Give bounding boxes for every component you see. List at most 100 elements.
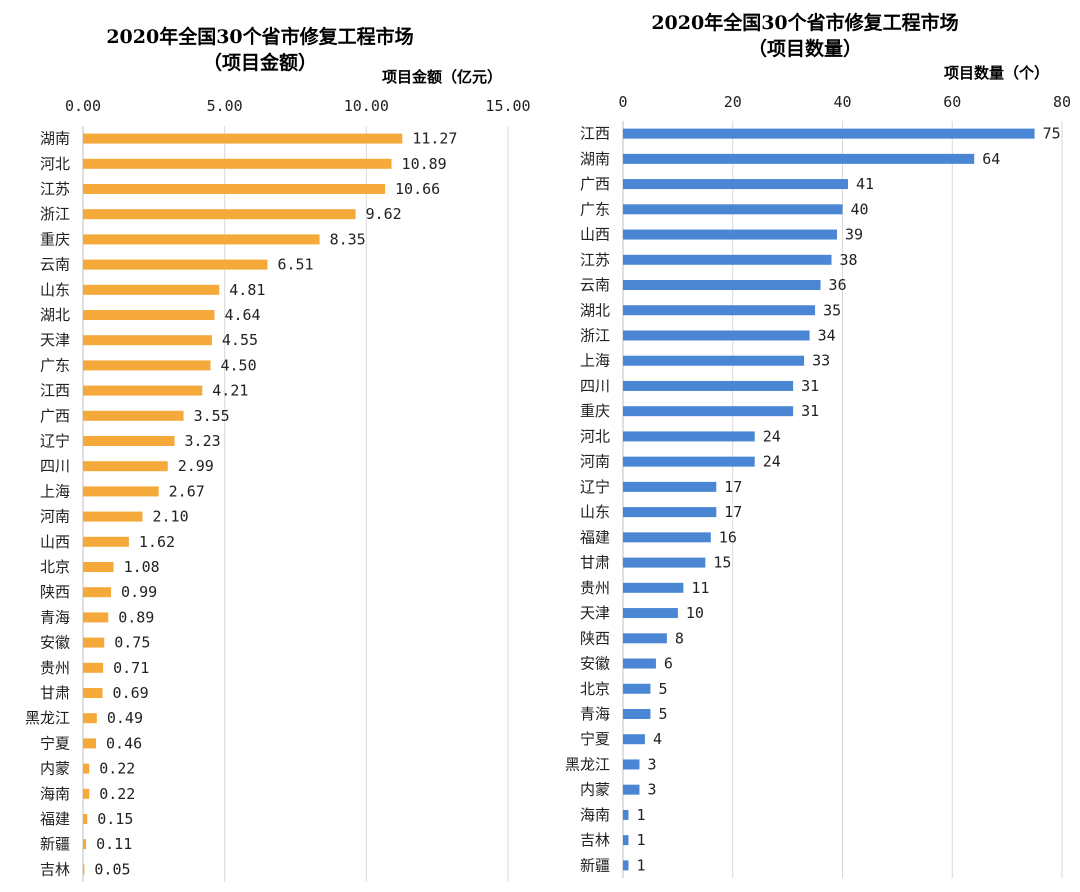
category-label: 安徽	[580, 655, 610, 673]
data-label: 64	[982, 150, 1000, 168]
bar	[83, 511, 143, 522]
bar	[623, 481, 717, 492]
data-label: 0.46	[106, 734, 142, 752]
count-chart-panel: 2020年全国30个省市修复工程市场 （项目数量） 项目数量（个） 0 20 40 6…	[540, 0, 1080, 892]
data-label: 0.22	[99, 760, 135, 778]
bar	[83, 536, 129, 547]
data-label: 0.89	[118, 608, 154, 626]
bar	[83, 814, 88, 824]
category-label: 广东	[580, 200, 610, 218]
data-label: 1	[636, 856, 645, 874]
bar	[623, 204, 843, 215]
category-label: 黑龙江	[565, 755, 610, 773]
category-label: 广西	[580, 175, 610, 193]
category-label: 湖南	[40, 130, 70, 148]
x-tick-label: 20	[724, 93, 742, 111]
data-label: 0.11	[96, 835, 132, 853]
category-label: 浙江	[580, 326, 610, 344]
category-label: 宁夏	[40, 734, 70, 752]
data-label: 5	[658, 705, 667, 723]
data-label: 10.66	[395, 180, 440, 198]
data-label: 11.27	[412, 130, 457, 148]
bar	[83, 713, 97, 724]
data-label: 24	[763, 453, 781, 471]
bar	[83, 184, 386, 194]
bar	[623, 835, 629, 846]
data-label: 1.08	[124, 558, 160, 576]
bar	[83, 158, 392, 169]
data-label: 40	[851, 200, 869, 218]
data-label: 17	[724, 503, 742, 521]
category-label: 天津	[40, 331, 70, 349]
bar	[83, 486, 159, 497]
data-label: 10.89	[402, 155, 447, 173]
bar	[623, 179, 848, 190]
bar	[83, 612, 109, 623]
category-label: 湖南	[580, 150, 610, 168]
category-label: 海南	[40, 785, 70, 803]
bar	[623, 860, 629, 871]
bar	[83, 461, 168, 472]
data-label: 6.51	[277, 256, 313, 274]
category-label: 江西	[40, 382, 70, 400]
category-label: 湖北	[580, 301, 610, 319]
category-label: 吉林	[580, 831, 610, 849]
data-label: 24	[763, 427, 781, 445]
bar	[623, 280, 821, 291]
data-label: 31	[801, 377, 819, 395]
category-label: 甘肃	[40, 684, 70, 702]
x-tick-label: 5.00	[207, 97, 243, 115]
bar	[623, 431, 755, 442]
bar	[83, 234, 320, 245]
bar	[83, 839, 87, 850]
data-label: 0.05	[94, 860, 130, 878]
amount-bar-chart: 0.00 5.00 10.00 15.00 湖南 11.27 河北 10.89 江苏 10.66 浙…	[25, 97, 531, 882]
data-label: 6	[664, 655, 673, 673]
data-label: 39	[845, 226, 863, 244]
bar	[623, 809, 629, 820]
category-label: 山东	[580, 503, 610, 521]
bar	[623, 355, 805, 366]
data-label: 15	[713, 554, 731, 572]
bar	[623, 557, 706, 568]
bar	[623, 784, 640, 795]
bar	[83, 310, 215, 320]
bar	[83, 259, 268, 270]
bar	[623, 229, 838, 240]
bar	[623, 330, 810, 341]
data-label: 5	[658, 680, 667, 698]
category-label: 安徽	[40, 634, 70, 652]
data-label: 11	[691, 579, 709, 597]
x-tick-label: 0.00	[65, 97, 101, 115]
data-label: 38	[840, 251, 858, 269]
bar	[623, 633, 667, 644]
category-label: 宁夏	[580, 730, 610, 748]
category-label: 青海	[40, 608, 70, 626]
data-label: 41	[856, 175, 874, 193]
category-label: 江西	[580, 125, 610, 143]
data-label: 1.62	[139, 533, 175, 551]
bar	[83, 385, 203, 396]
amount-chart-title: 2020年全国30个省市修复工程市场 （项目金额）	[0, 24, 520, 76]
category-label: 上海	[40, 482, 70, 500]
category-label: 吉林	[40, 860, 70, 878]
category-label: 浙江	[40, 205, 70, 223]
data-label: 0.69	[113, 684, 149, 702]
data-label: 0.49	[107, 709, 143, 727]
data-label: 4.50	[221, 356, 257, 374]
bar	[623, 608, 678, 619]
bar	[623, 406, 794, 417]
data-label: 36	[829, 276, 847, 294]
bar	[83, 436, 175, 446]
bar	[83, 662, 104, 673]
data-label: 0.22	[99, 785, 135, 803]
bar	[623, 683, 651, 694]
data-label: 34	[818, 326, 836, 344]
data-label: 4.64	[224, 306, 260, 324]
category-label: 陕西	[580, 629, 610, 647]
count-axis-label: 项目数量（个）	[944, 64, 1050, 82]
category-label: 四川	[40, 457, 70, 475]
bar	[623, 305, 816, 316]
category-label: 河北	[40, 155, 70, 173]
data-label: 31	[801, 402, 819, 420]
